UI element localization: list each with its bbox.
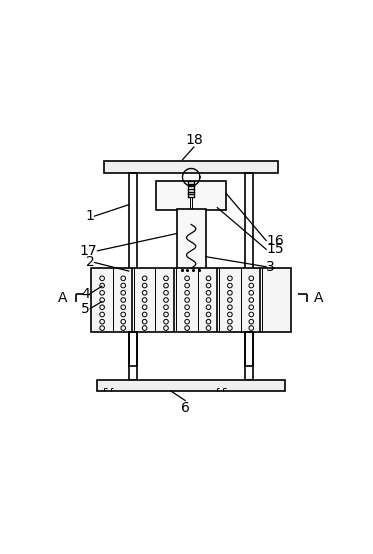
Text: 15: 15 — [266, 243, 284, 257]
Text: 18: 18 — [185, 133, 203, 147]
Text: 17: 17 — [79, 244, 97, 258]
Bar — [129, 173, 137, 367]
Text: 2: 2 — [85, 255, 94, 269]
Text: 16: 16 — [266, 234, 284, 248]
Bar — [104, 161, 278, 173]
Text: 4: 4 — [81, 286, 90, 301]
Text: 1: 1 — [85, 209, 94, 223]
Bar — [129, 332, 137, 380]
Bar — [91, 268, 291, 332]
Bar — [157, 182, 226, 211]
Bar — [245, 173, 253, 367]
Text: A: A — [58, 291, 67, 305]
Text: 6: 6 — [181, 401, 190, 414]
Bar — [245, 332, 253, 380]
Text: 3: 3 — [266, 260, 275, 274]
Text: A: A — [314, 291, 323, 305]
Text: 5: 5 — [81, 302, 90, 316]
Bar — [177, 209, 206, 271]
Bar — [97, 380, 285, 391]
